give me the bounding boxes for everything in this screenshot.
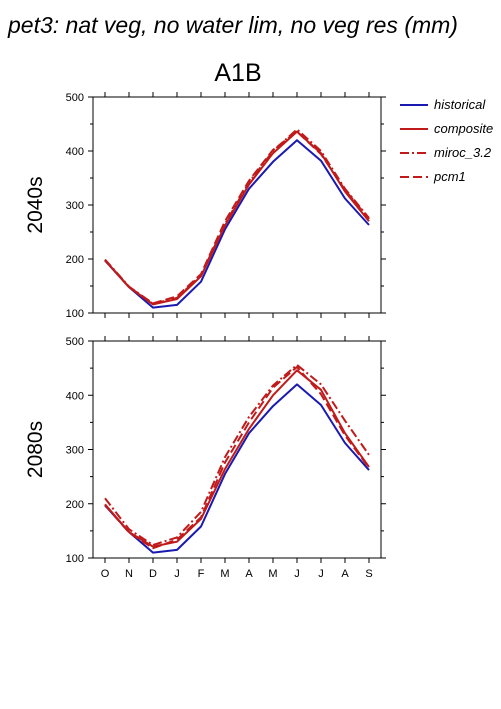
y-tick-label: 400 <box>66 390 84 402</box>
panel-2040s: 100 200 300 400 500 2040s <box>24 92 386 320</box>
x-tick-label: F <box>198 568 205 580</box>
y-tick-label: 100 <box>66 553 84 565</box>
scenario-label: A1B <box>214 59 261 87</box>
x-tick-label: O <box>101 568 110 580</box>
legend: historical composite miroc_3.2 pcm1 <box>400 97 493 184</box>
y-tick-label: 200 <box>66 254 84 266</box>
y-tick-label: 300 <box>66 200 84 212</box>
series-line-historical <box>104 383 370 554</box>
x-tick-label: J <box>294 568 300 580</box>
y-tick-label: 400 <box>66 146 84 158</box>
legend-label: pcm1 <box>433 169 466 184</box>
x-tick-label: A <box>245 568 253 580</box>
series-line-composite <box>104 130 370 306</box>
panel-2080s: 100 200 300 400 500 O N D J F M A M J J A S 2080s <box>24 336 386 580</box>
x-tick-label: J <box>174 568 180 580</box>
legend-label: historical <box>434 97 486 112</box>
x-tick-label: M <box>268 568 277 580</box>
series-line-miroc-3-2 <box>104 128 370 305</box>
y-axis-label: 2080s <box>24 421 47 478</box>
y-tick-label: 500 <box>66 336 84 348</box>
series-line-historical <box>104 139 370 309</box>
series-line-pcm1 <box>104 130 370 305</box>
y-tick-label: 500 <box>66 92 84 104</box>
x-tick-label: D <box>149 568 157 580</box>
series-line-composite <box>104 369 370 548</box>
legend-label: miroc_3.2 <box>434 145 492 160</box>
x-tick-label: J <box>318 568 324 580</box>
series-line-miroc-3-2 <box>104 363 370 546</box>
x-tick-label: S <box>365 568 372 580</box>
y-tick-label: 100 <box>66 308 84 320</box>
y-tick-label: 300 <box>66 445 84 457</box>
series-line-pcm1 <box>104 366 370 550</box>
y-tick-label: 200 <box>66 499 84 511</box>
x-tick-label: M <box>220 568 229 580</box>
x-tick-label: A <box>341 568 349 580</box>
y-axis-label: 2040s <box>24 176 47 233</box>
x-tick-label: N <box>125 568 133 580</box>
figure-title: pet3: nat veg, no water lim, no veg res … <box>7 12 458 38</box>
legend-label: composite <box>434 121 493 136</box>
